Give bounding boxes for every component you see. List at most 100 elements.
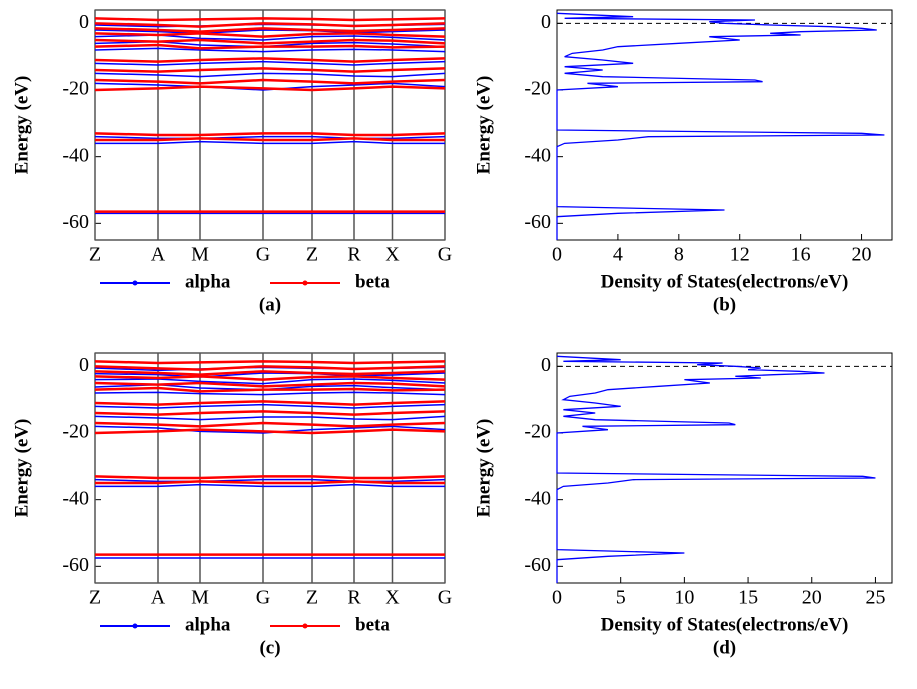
- legend-label: alpha: [185, 271, 231, 292]
- y-tick-label: -20: [524, 421, 551, 443]
- x-tick-label: Z: [306, 587, 318, 609]
- x-tick-label: A: [151, 244, 166, 266]
- x-tick-label: 0: [552, 587, 562, 609]
- caption: (b): [713, 294, 736, 315]
- x-tick-label: X: [385, 587, 400, 609]
- band-line: [94, 378, 446, 385]
- band-line: [94, 375, 446, 381]
- legend-marker: [132, 280, 138, 286]
- x-axis-label: Density of States(electrons/eV): [601, 614, 849, 635]
- band-line: [94, 135, 446, 140]
- y-tick-label: -40: [524, 144, 551, 166]
- x-tick-label: M: [191, 244, 209, 266]
- band-line: [94, 421, 446, 428]
- band-line: [95, 483, 445, 488]
- x-tick-label: G: [438, 244, 452, 266]
- band-line: [94, 365, 446, 371]
- band-line: [94, 415, 446, 421]
- band-line: [95, 480, 445, 485]
- y-axis-label: Energy (eV): [473, 76, 494, 175]
- band-line: [94, 60, 446, 66]
- x-tick-label: Z: [306, 244, 318, 266]
- legend-marker: [302, 280, 308, 286]
- caption: (a): [259, 294, 281, 315]
- x-tick-label: 8: [674, 244, 684, 266]
- x-tick-label: R: [347, 244, 361, 266]
- y-tick-label: -40: [524, 487, 551, 509]
- x-tick-label: Z: [89, 587, 101, 609]
- legend-marker: [302, 623, 308, 629]
- y-tick-label: 0: [541, 11, 551, 33]
- caption: (c): [259, 637, 280, 658]
- band-line: [94, 38, 446, 45]
- band-line: [94, 370, 446, 376]
- plot-area: [556, 9, 893, 241]
- x-tick-label: G: [256, 244, 270, 266]
- legend-label: alpha: [185, 614, 231, 635]
- band-line: [94, 478, 446, 483]
- band-line: [94, 85, 446, 92]
- y-tick-label: 0: [541, 354, 551, 376]
- band-line: [94, 475, 446, 480]
- dos-line: [556, 355, 876, 583]
- x-tick-label: 0: [552, 244, 562, 266]
- x-tick-label: M: [191, 587, 209, 609]
- legend-marker: [132, 623, 138, 629]
- band-line: [94, 47, 446, 53]
- x-axis-label: Density of States(electrons/eV): [601, 271, 849, 292]
- x-tick-label: R: [347, 587, 361, 609]
- band-line: [94, 391, 446, 396]
- dos-line: [556, 12, 885, 240]
- legend-label: beta: [355, 271, 390, 292]
- x-tick-label: 12: [730, 244, 750, 266]
- band-line: [94, 17, 446, 22]
- band-line: [94, 360, 446, 365]
- legend-label: beta: [355, 614, 390, 635]
- band-line: [94, 410, 446, 416]
- y-tick-label: -60: [524, 554, 551, 576]
- y-axis-label: Energy (eV): [11, 76, 32, 175]
- caption: (d): [713, 637, 736, 658]
- band-line: [94, 43, 446, 50]
- x-tick-label: A: [151, 587, 166, 609]
- y-tick-label: 0: [79, 11, 89, 33]
- x-tick-label: 20: [802, 587, 822, 609]
- band-line: [94, 132, 446, 137]
- x-tick-label: 10: [674, 587, 694, 609]
- y-tick-label: -40: [62, 144, 89, 166]
- plot-area: [556, 352, 893, 584]
- band-line: [94, 386, 446, 393]
- band-line: [94, 27, 446, 33]
- y-tick-label: -20: [62, 78, 89, 100]
- y-tick-label: -20: [524, 78, 551, 100]
- x-tick-label: Z: [89, 244, 101, 266]
- band-line: [94, 72, 446, 78]
- band-line: [94, 78, 446, 85]
- band-line: [94, 67, 446, 73]
- band-line: [95, 137, 445, 142]
- x-tick-label: G: [438, 587, 452, 609]
- band-line: [94, 428, 446, 435]
- x-tick-label: 4: [613, 244, 623, 266]
- y-tick-label: -60: [62, 554, 89, 576]
- x-tick-label: G: [256, 587, 270, 609]
- band-line: [94, 57, 446, 63]
- band-line: [94, 403, 446, 409]
- band-line: [94, 381, 446, 388]
- y-tick-label: -60: [62, 211, 89, 233]
- band-line: [94, 32, 446, 38]
- y-tick-label: -60: [524, 211, 551, 233]
- x-tick-label: X: [385, 244, 400, 266]
- x-tick-label: 20: [852, 244, 872, 266]
- band-line: [94, 400, 446, 406]
- band-line: [95, 140, 445, 145]
- y-axis-label: Energy (eV): [11, 419, 32, 518]
- y-axis-label: Energy (eV): [473, 419, 494, 518]
- band-line: [94, 22, 446, 28]
- y-tick-label: -20: [62, 421, 89, 443]
- x-tick-label: 16: [791, 244, 811, 266]
- y-tick-label: -40: [62, 487, 89, 509]
- x-tick-label: 25: [865, 587, 885, 609]
- x-tick-label: 15: [738, 587, 758, 609]
